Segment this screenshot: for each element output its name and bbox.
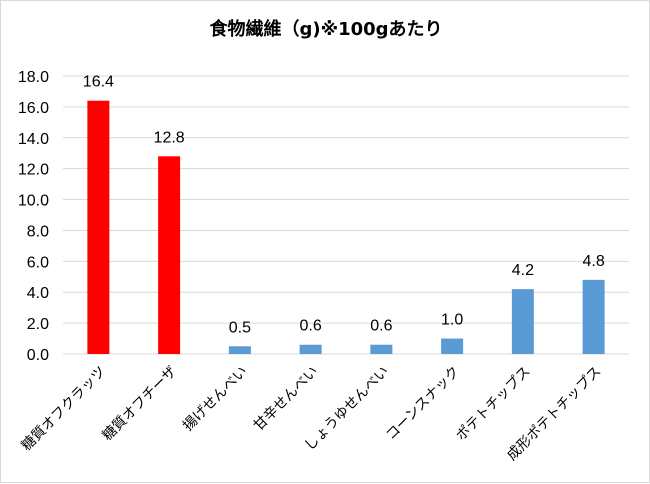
bar <box>299 344 322 354</box>
bar <box>441 338 464 354</box>
y-tick-label: 6.0 <box>27 254 49 271</box>
bar <box>87 100 110 354</box>
data-label: 0.6 <box>300 318 322 335</box>
category-label: 糖質オフチーザ <box>100 364 180 444</box>
data-label: 16.4 <box>83 74 114 91</box>
y-tick-label: 8.0 <box>27 223 49 240</box>
category-label: ポテトチップス <box>453 364 534 445</box>
y-tick-label: 14.0 <box>18 131 49 148</box>
y-tick-label: 18.0 <box>18 69 49 86</box>
bar <box>370 344 393 354</box>
bar <box>511 289 534 354</box>
data-label: 1.0 <box>441 312 463 329</box>
category-label: 甘辛せんべい <box>251 364 322 435</box>
category-label: 揚げせんべい <box>179 363 250 434</box>
data-label: 12.8 <box>154 129 185 146</box>
y-tick-label: 0.0 <box>27 347 49 364</box>
bar <box>228 346 251 354</box>
category-label: 糖質オフクラッツ <box>19 364 110 455</box>
bar <box>158 156 181 354</box>
category-label: コーンスナック <box>383 364 463 444</box>
data-label: 4.2 <box>512 262 534 279</box>
y-tick-label: 10.0 <box>18 193 49 210</box>
y-tick-label: 12.0 <box>18 162 49 179</box>
chart-title: 食物繊維（g)※100gあたり <box>209 19 443 40</box>
bar <box>582 279 605 354</box>
data-label: 4.8 <box>583 253 605 270</box>
data-label: 0.5 <box>229 319 251 336</box>
data-label: 0.6 <box>370 318 392 335</box>
y-tick-label: 4.0 <box>27 285 49 302</box>
y-tick-label: 2.0 <box>27 316 49 333</box>
y-tick-label: 16.0 <box>18 100 49 117</box>
